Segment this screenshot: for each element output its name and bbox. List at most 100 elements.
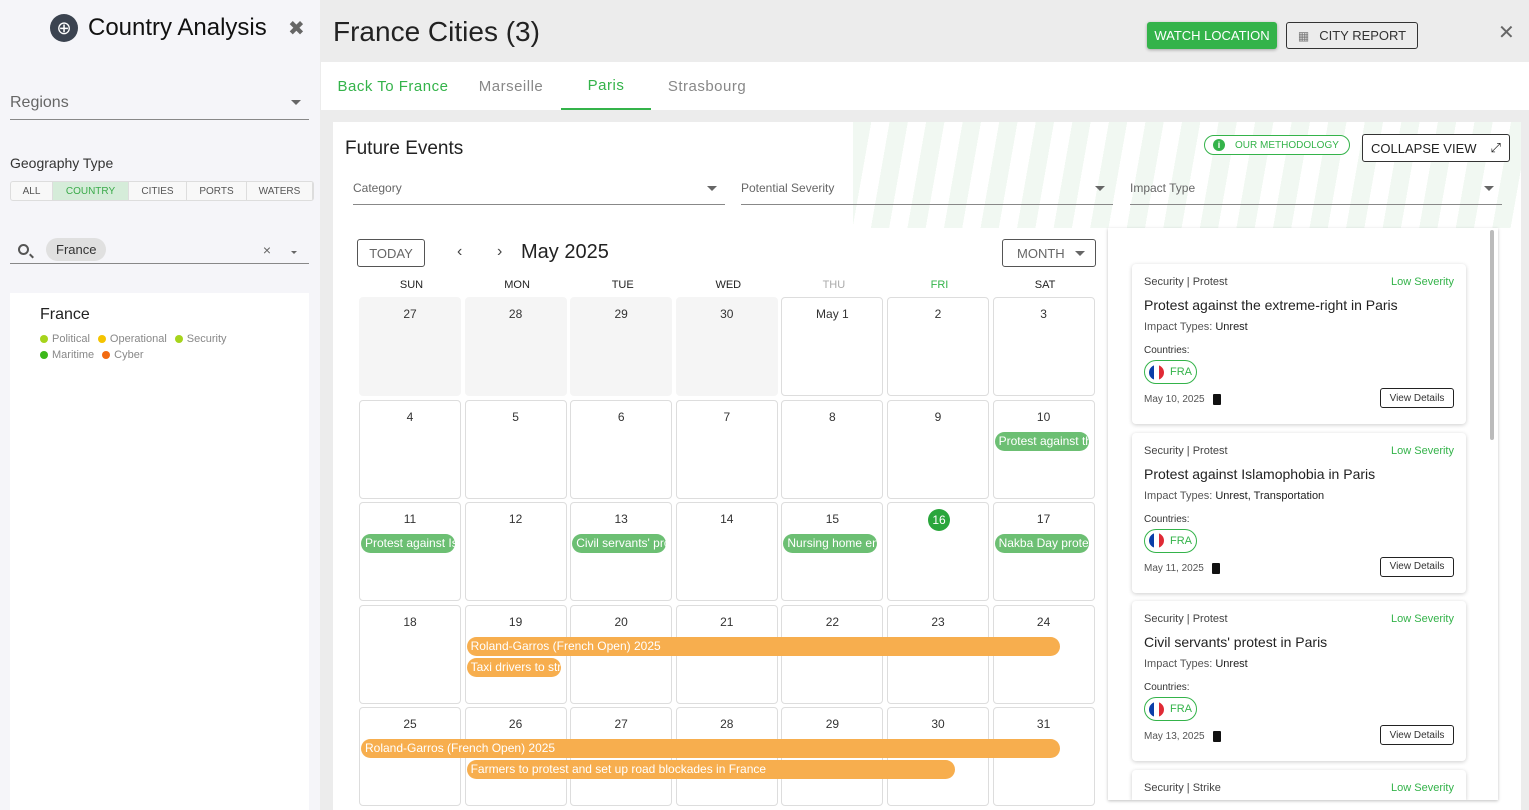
clipboard-icon[interactable] bbox=[1212, 394, 1221, 405]
view-details-button[interactable]: View Details bbox=[1380, 725, 1454, 745]
legend-item: Political bbox=[40, 333, 90, 345]
legend-label: Security bbox=[186, 333, 227, 345]
city-report-button[interactable]: ▦ CITY REPORT bbox=[1286, 22, 1418, 49]
day-number: 27 bbox=[614, 717, 628, 732]
calendar-event[interactable]: Protest against Islamophobia in Paris bbox=[361, 534, 455, 554]
geo-type-waters[interactable]: WATERS bbox=[247, 182, 313, 200]
prev-month-button[interactable]: ‹ bbox=[457, 243, 463, 260]
calendar-event[interactable]: Roland-Garros (French Open) 2025 bbox=[361, 739, 1061, 759]
calendar-day-cell[interactable]: 30 bbox=[675, 297, 778, 396]
geo-type-cities[interactable]: CITIES bbox=[129, 182, 187, 200]
tab-back-to-france[interactable]: Back To France bbox=[337, 77, 449, 95]
calendar-day-cell[interactable]: 14 bbox=[675, 502, 778, 602]
tab-paris[interactable]: Paris bbox=[561, 62, 651, 110]
view-details-button[interactable]: View Details bbox=[1380, 388, 1454, 408]
view-select[interactable]: MONTH bbox=[1002, 239, 1096, 267]
today-button[interactable]: TODAY bbox=[357, 239, 425, 267]
calendar-day-cell[interactable]: 7 bbox=[675, 399, 778, 499]
day-number: 20 bbox=[614, 614, 628, 629]
geo-type-ports[interactable]: PORTS bbox=[187, 182, 247, 200]
day-number: 6 bbox=[617, 409, 625, 424]
calendar-day-cell[interactable]: 9 bbox=[887, 399, 989, 499]
collapse-view-button[interactable]: COLLAPSE VIEW ⤢ bbox=[1362, 134, 1510, 162]
country-chip[interactable]: FRA bbox=[1144, 360, 1197, 384]
calendar-day-cell[interactable]: 5 bbox=[464, 399, 567, 499]
chevron-down-icon bbox=[1484, 186, 1494, 191]
view-details-button[interactable]: View Details bbox=[1380, 556, 1454, 577]
calendar-day-cell[interactable]: 4 bbox=[359, 399, 461, 499]
calendar-day-cell[interactable]: 3 bbox=[992, 297, 1095, 396]
calendar-day-cell[interactable]: 27 bbox=[359, 297, 461, 396]
day-number: 30 bbox=[931, 717, 945, 732]
day-number: 17 bbox=[1036, 512, 1051, 527]
calendar-event[interactable]: Farmers to protest and set up road block… bbox=[466, 760, 955, 780]
impact-type-filter[interactable]: Impact Type bbox=[1130, 172, 1502, 205]
weekday-header: SUN bbox=[399, 279, 424, 291]
country-code: FRA bbox=[1170, 366, 1192, 378]
geo-type-all[interactable]: ALL bbox=[11, 182, 53, 200]
event-card[interactable]: Security | Strike Low Severity bbox=[1132, 769, 1466, 800]
day-number: 10 bbox=[1036, 409, 1051, 424]
calendar-day-cell[interactable]: 29 bbox=[570, 297, 673, 396]
calendar-event[interactable]: Nursing home en bbox=[783, 534, 878, 554]
day-number: 9 bbox=[934, 409, 942, 424]
chevron-down-icon bbox=[707, 186, 717, 191]
geography-type-toggle: ALL COUNTRY CITIES PORTS WATERS bbox=[10, 181, 314, 201]
country-code: FRA bbox=[1170, 534, 1192, 547]
calendar-day-cell[interactable]: 28 bbox=[464, 297, 567, 396]
calendar-day-cell[interactable]: 18 bbox=[359, 604, 461, 704]
close-icon[interactable]: ✕ bbox=[1498, 22, 1515, 44]
day-number: 18 bbox=[403, 614, 417, 629]
day-number: 4 bbox=[406, 409, 414, 424]
tab-marseille[interactable]: Marseille bbox=[478, 77, 544, 95]
legend-item: Security bbox=[174, 333, 227, 345]
event-title: Civil servants' protest in Paris bbox=[1144, 634, 1328, 650]
date-text: May 13, 2025 bbox=[1144, 731, 1205, 742]
severity-label: Low Severity bbox=[1391, 781, 1454, 794]
country-chip[interactable]: FRA bbox=[1144, 528, 1197, 553]
scrollbar[interactable] bbox=[1490, 230, 1494, 440]
country-card[interactable]: France Political Operational Security Marit… bbox=[10, 293, 309, 810]
collapse-view-label: COLLAPSE VIEW bbox=[1371, 140, 1477, 156]
impact-label: Impact Types: bbox=[1144, 489, 1213, 502]
day-number: 21 bbox=[720, 614, 734, 629]
calendar-event[interactable]: Nakba Day prote bbox=[994, 534, 1089, 554]
country-chip[interactable]: FRA bbox=[1144, 697, 1197, 721]
event-card[interactable]: Security | Protest Low Severity Protest ag… bbox=[1132, 432, 1466, 593]
calendar-day-cell[interactable]: 2 bbox=[887, 297, 989, 396]
calendar-event[interactable]: Protest against the extreme-right in Par… bbox=[994, 431, 1089, 451]
calendar-event[interactable]: Taxi drivers to str bbox=[466, 657, 561, 677]
calendar-day-cell[interactable]: 6 bbox=[570, 399, 673, 499]
close-icon[interactable]: ✖ bbox=[288, 18, 305, 40]
next-month-button[interactable]: › bbox=[497, 243, 503, 260]
clear-icon[interactable]: × bbox=[262, 242, 271, 258]
geo-type-country[interactable]: COUNTRY bbox=[53, 182, 129, 200]
calendar-day-cell[interactable]: 12 bbox=[464, 502, 567, 602]
event-card[interactable]: Security | Protest Low Severity Civil serv… bbox=[1132, 601, 1466, 761]
country-search-input[interactable]: France × bbox=[10, 236, 309, 264]
tab-strasbourg[interactable]: Strasbourg bbox=[667, 77, 747, 95]
clipboard-icon[interactable] bbox=[1212, 731, 1221, 742]
day-number: 30 bbox=[720, 307, 734, 321]
day-number: 11 bbox=[403, 512, 417, 527]
watch-location-button[interactable]: WATCH LOCATION bbox=[1147, 22, 1277, 49]
date-text: May 11, 2025 bbox=[1144, 562, 1204, 574]
calendar-day-cell[interactable]: 16 bbox=[887, 502, 989, 602]
clipboard-icon[interactable] bbox=[1211, 562, 1220, 574]
event-list: Security | Protest Low Severity Protest ag… bbox=[1108, 228, 1498, 800]
countries-label: Countries: bbox=[1144, 513, 1190, 525]
calendar-event[interactable]: Roland-Garros (French Open) 2025 bbox=[466, 636, 1061, 656]
event-date: May 10, 2025 bbox=[1144, 394, 1221, 405]
event-card[interactable]: Security | Protest Low Severity Protest ag… bbox=[1132, 264, 1466, 424]
calendar-event[interactable]: Civil servants' protest in Paris bbox=[572, 534, 667, 554]
regions-select[interactable]: Regions bbox=[10, 88, 309, 120]
regions-label: Regions bbox=[10, 94, 69, 111]
category-filter[interactable]: Category bbox=[353, 172, 725, 205]
chevron-down-icon[interactable] bbox=[291, 251, 297, 254]
calendar-day-cell[interactable]: May 1 bbox=[781, 297, 884, 396]
calendar-day-cell[interactable]: 8 bbox=[781, 399, 884, 499]
selected-country-chip[interactable]: France bbox=[46, 238, 107, 261]
city-tabs: Back To France Marseille Paris Strasbour… bbox=[321, 62, 1529, 110]
methodology-button[interactable]: i OUR METHODOLOGY bbox=[1204, 135, 1350, 155]
severity-filter[interactable]: Potential Severity bbox=[741, 172, 1113, 205]
